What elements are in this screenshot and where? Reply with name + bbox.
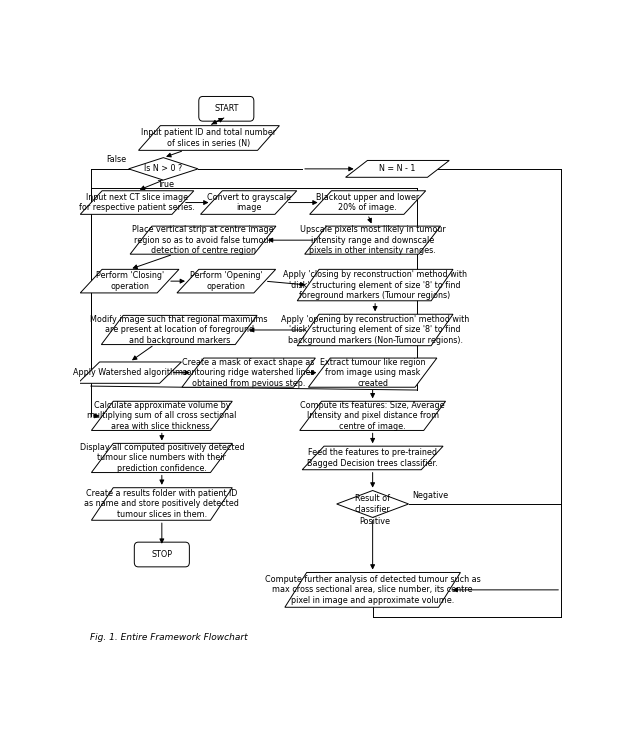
Polygon shape — [337, 491, 408, 518]
Polygon shape — [92, 443, 232, 472]
Text: Input next CT slice image
for respective patient series.: Input next CT slice image for respective… — [79, 193, 195, 212]
Text: Apply 'closing by reconstruction' method with
'disk' structuring element of size: Apply 'closing by reconstruction' method… — [283, 270, 467, 300]
Text: Blackout upper and lower
20% of image.: Blackout upper and lower 20% of image. — [316, 193, 419, 212]
Text: START: START — [214, 104, 239, 113]
Polygon shape — [92, 401, 232, 430]
Polygon shape — [129, 157, 198, 180]
Polygon shape — [200, 191, 297, 214]
Text: Negative: Negative — [413, 491, 449, 500]
Text: N = N - 1: N = N - 1 — [380, 164, 415, 174]
Text: Positive: Positive — [360, 517, 390, 526]
Polygon shape — [130, 226, 276, 254]
Polygon shape — [308, 358, 437, 387]
Text: Result of
classifier: Result of classifier — [355, 494, 390, 514]
Text: Feed the features to pre-trained
Bagged Decision trees classifier.: Feed the features to pre-trained Bagged … — [307, 448, 438, 468]
Text: Extract tumour like region
from image using mask
created: Extract tumour like region from image us… — [320, 358, 426, 388]
Polygon shape — [80, 191, 194, 214]
Text: False: False — [106, 155, 126, 164]
Polygon shape — [80, 269, 179, 293]
Polygon shape — [297, 314, 453, 346]
Text: Create a mask of exact shape as
contouring ridge watershed lines
obtained from p: Create a mask of exact shape as contouri… — [182, 358, 315, 388]
Text: Calculate approximate volume by
multiplying sum of all cross sectional
area with: Calculate approximate volume by multiply… — [87, 401, 237, 431]
Text: Perform 'Opening'
operation: Perform 'Opening' operation — [190, 271, 262, 291]
Polygon shape — [138, 125, 280, 150]
Text: Is N > 0 ?: Is N > 0 ? — [144, 164, 182, 174]
Polygon shape — [182, 358, 316, 387]
Polygon shape — [285, 572, 460, 607]
Polygon shape — [300, 401, 445, 430]
Polygon shape — [346, 160, 449, 177]
Text: Apply 'opening by reconstruction' method with
'disk' structuring element of size: Apply 'opening by reconstruction' method… — [281, 315, 469, 345]
Text: Modify image such that regional maximums
are present at location of foreground
a: Modify image such that regional maximums… — [90, 315, 268, 345]
Text: Convert to grayscale
image: Convert to grayscale image — [207, 193, 291, 212]
FancyBboxPatch shape — [199, 96, 254, 121]
Text: Compute its features: Size, Average
Intensity and pixel distance from
centre of : Compute its features: Size, Average Inte… — [300, 401, 445, 431]
Text: Input patient ID and total number
of slices in series (N): Input patient ID and total number of sli… — [141, 128, 276, 148]
Polygon shape — [297, 269, 453, 301]
Text: Place vertical strip at centre image
region so as to avoid false tumour
detectio: Place vertical strip at centre image reg… — [132, 225, 274, 255]
Polygon shape — [310, 191, 426, 214]
Polygon shape — [78, 362, 181, 383]
Polygon shape — [92, 488, 232, 521]
Polygon shape — [305, 226, 440, 254]
FancyBboxPatch shape — [134, 542, 189, 567]
Text: Fig. 1. Entire Framework Flowchart: Fig. 1. Entire Framework Flowchart — [90, 633, 248, 642]
Text: True: True — [157, 180, 174, 189]
Polygon shape — [302, 446, 443, 469]
Text: Upscale pixels most likely in tumour
intensity range and downscale
pixels in oth: Upscale pixels most likely in tumour int… — [300, 225, 445, 255]
Polygon shape — [101, 316, 257, 345]
Text: Compute further analysis of detected tumour such as
max cross sectional area, sl: Compute further analysis of detected tum… — [265, 575, 481, 605]
Text: Perform 'Closing'
operation: Perform 'Closing' operation — [95, 271, 164, 291]
Text: Apply Watershed algorithm.: Apply Watershed algorithm. — [74, 368, 186, 377]
Polygon shape — [177, 269, 276, 293]
Text: Display all computed positively detected
tumour slice numbers with their
predict: Display all computed positively detected… — [79, 443, 244, 473]
Text: STOP: STOP — [151, 550, 172, 559]
Text: Create a results folder with patient ID
as name and store positively detected
tu: Create a results folder with patient ID … — [84, 489, 239, 519]
